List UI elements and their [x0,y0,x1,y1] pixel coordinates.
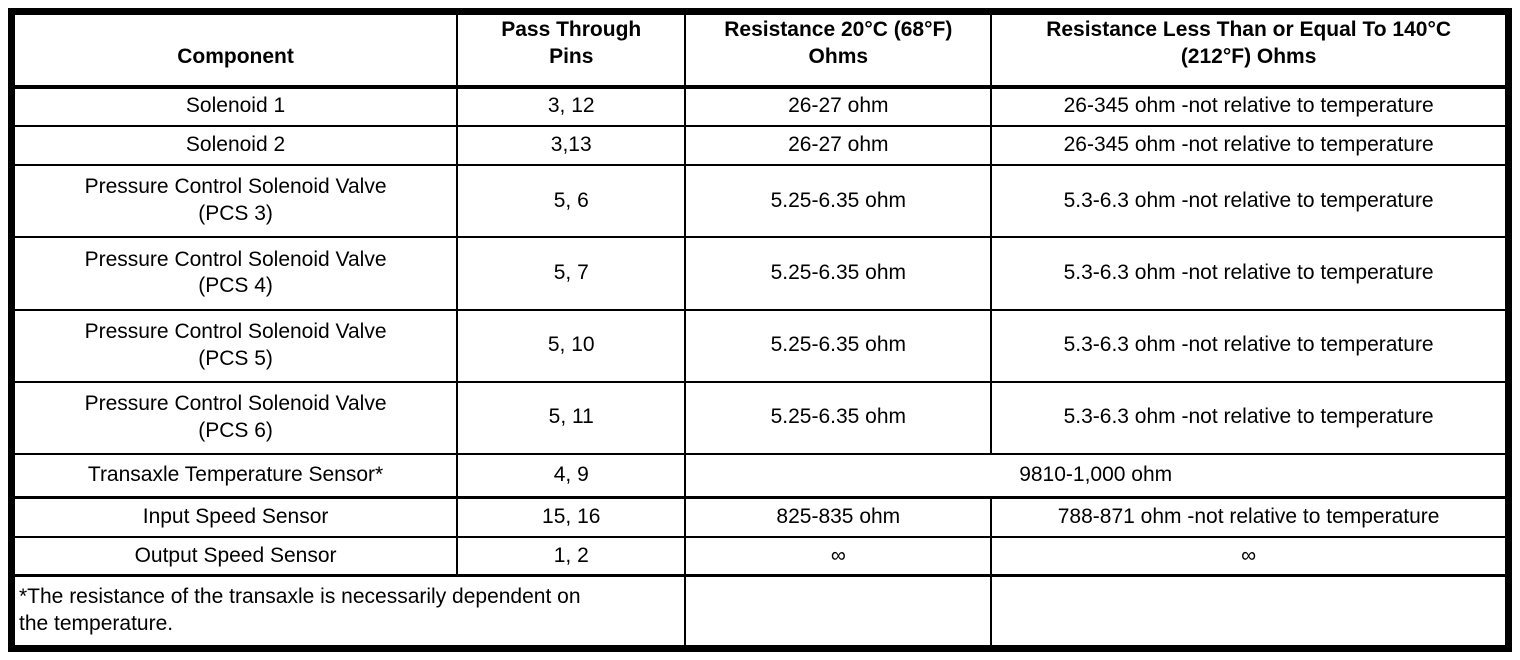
cell-resistance-20c: 26-27 ohm [684,85,993,128]
cell-resistance-20c: 26-27 ohm [684,124,993,167]
cell-component: Output Speed Sensor [12,535,459,577]
cell-pins: 5, 6 [456,164,687,239]
table-row-output-speed-sensor: Output Speed Sensor 1, 2 ∞ ∞ [12,535,1507,577]
cell-pins: 3, 12 [456,85,687,128]
cell-resistance-140c: ∞ [990,535,1507,577]
table-row-solenoid-2: Solenoid 2 3,13 26-27 ohm 26-345 ohm -no… [12,124,1507,167]
cell-resistance-140c: 5.3-6.3 ohm -not relative to temperature [990,236,1507,311]
table-row-input-speed-sensor: Input Speed Sensor 15, 16 825-835 ohm 78… [12,496,1507,538]
cell-resistance-140c: 5.3-6.3 ohm -not relative to temperature [990,164,1507,239]
column-header-pins: Pass Through Pins [456,13,687,89]
cell-pins: 1, 2 [456,535,687,577]
cell-resistance-20c: 5.25-6.35 ohm [684,164,993,239]
resistance-spec-table: Component Pass Through Pins Resistance 2… [12,13,1507,648]
cell-resistance-140c: 5.3-6.3 ohm -not relative to temperature [990,308,1507,383]
cell-component: Solenoid 1 [12,85,459,128]
cell-resistance-20c: 5.25-6.35 ohm [684,380,993,455]
cell-resistance-20c: 825-835 ohm [684,496,993,538]
cell-component: Pressure Control Solenoid Valve (PCS 4) [12,236,459,311]
empty-cell [990,574,1507,648]
cell-component: Pressure Control Solenoid Valve (PCS 6) [12,380,459,455]
cell-component: Solenoid 2 [12,124,459,167]
cell-component: Pressure Control Solenoid Valve (PCS 5) [12,308,459,383]
cell-pins: 4, 9 [456,452,687,499]
footnote-text: *The resistance of the transaxle is nece… [12,574,687,648]
footnote-row: *The resistance of the transaxle is nece… [12,574,1507,648]
cell-resistance-20c: 5.25-6.35 ohm [684,236,993,311]
cell-component: Transaxle Temperature Sensor* [12,452,459,499]
cell-resistance-20c: ∞ [684,535,993,577]
cell-pins: 5, 10 [456,308,687,383]
empty-cell [684,574,993,648]
column-header-resistance-140c: Resistance Less Than or Equal To 140°C (… [990,13,1507,89]
spec-table-frame: Component Pass Through Pins Resistance 2… [8,8,1512,652]
column-header-resistance-20c: Resistance 20°C (68°F) Ohms [684,13,993,89]
header-row: Component Pass Through Pins Resistance 2… [12,13,1507,89]
table-row-transaxle-temp-sensor: Transaxle Temperature Sensor* 4, 9 9810-… [12,452,1507,499]
cell-pins: 5, 11 [456,380,687,455]
cell-resistance-combined: 9810-1,000 ohm [684,452,1507,499]
cell-resistance-140c: 26-345 ohm -not relative to temperature [990,85,1507,128]
table-row-pcs-6: Pressure Control Solenoid Valve (PCS 6) … [12,380,1507,455]
cell-pins: 3,13 [456,124,687,167]
cell-component: Pressure Control Solenoid Valve (PCS 3) [12,164,459,239]
cell-pins: 5, 7 [456,236,687,311]
cell-resistance-140c: 5.3-6.3 ohm -not relative to temperature [990,380,1507,455]
column-header-component: Component [12,13,459,89]
table-row-pcs-4: Pressure Control Solenoid Valve (PCS 4) … [12,236,1507,311]
table-row-pcs-3: Pressure Control Solenoid Valve (PCS 3) … [12,164,1507,239]
table-row-solenoid-1: Solenoid 1 3, 12 26-27 ohm 26-345 ohm -n… [12,85,1507,128]
table-row-pcs-5: Pressure Control Solenoid Valve (PCS 5) … [12,308,1507,383]
cell-pins: 15, 16 [456,496,687,538]
cell-resistance-20c: 5.25-6.35 ohm [684,308,993,383]
cell-component: Input Speed Sensor [12,496,459,538]
cell-resistance-140c: 788-871 ohm -not relative to temperature [990,496,1507,538]
cell-resistance-140c: 26-345 ohm -not relative to temperature [990,124,1507,167]
